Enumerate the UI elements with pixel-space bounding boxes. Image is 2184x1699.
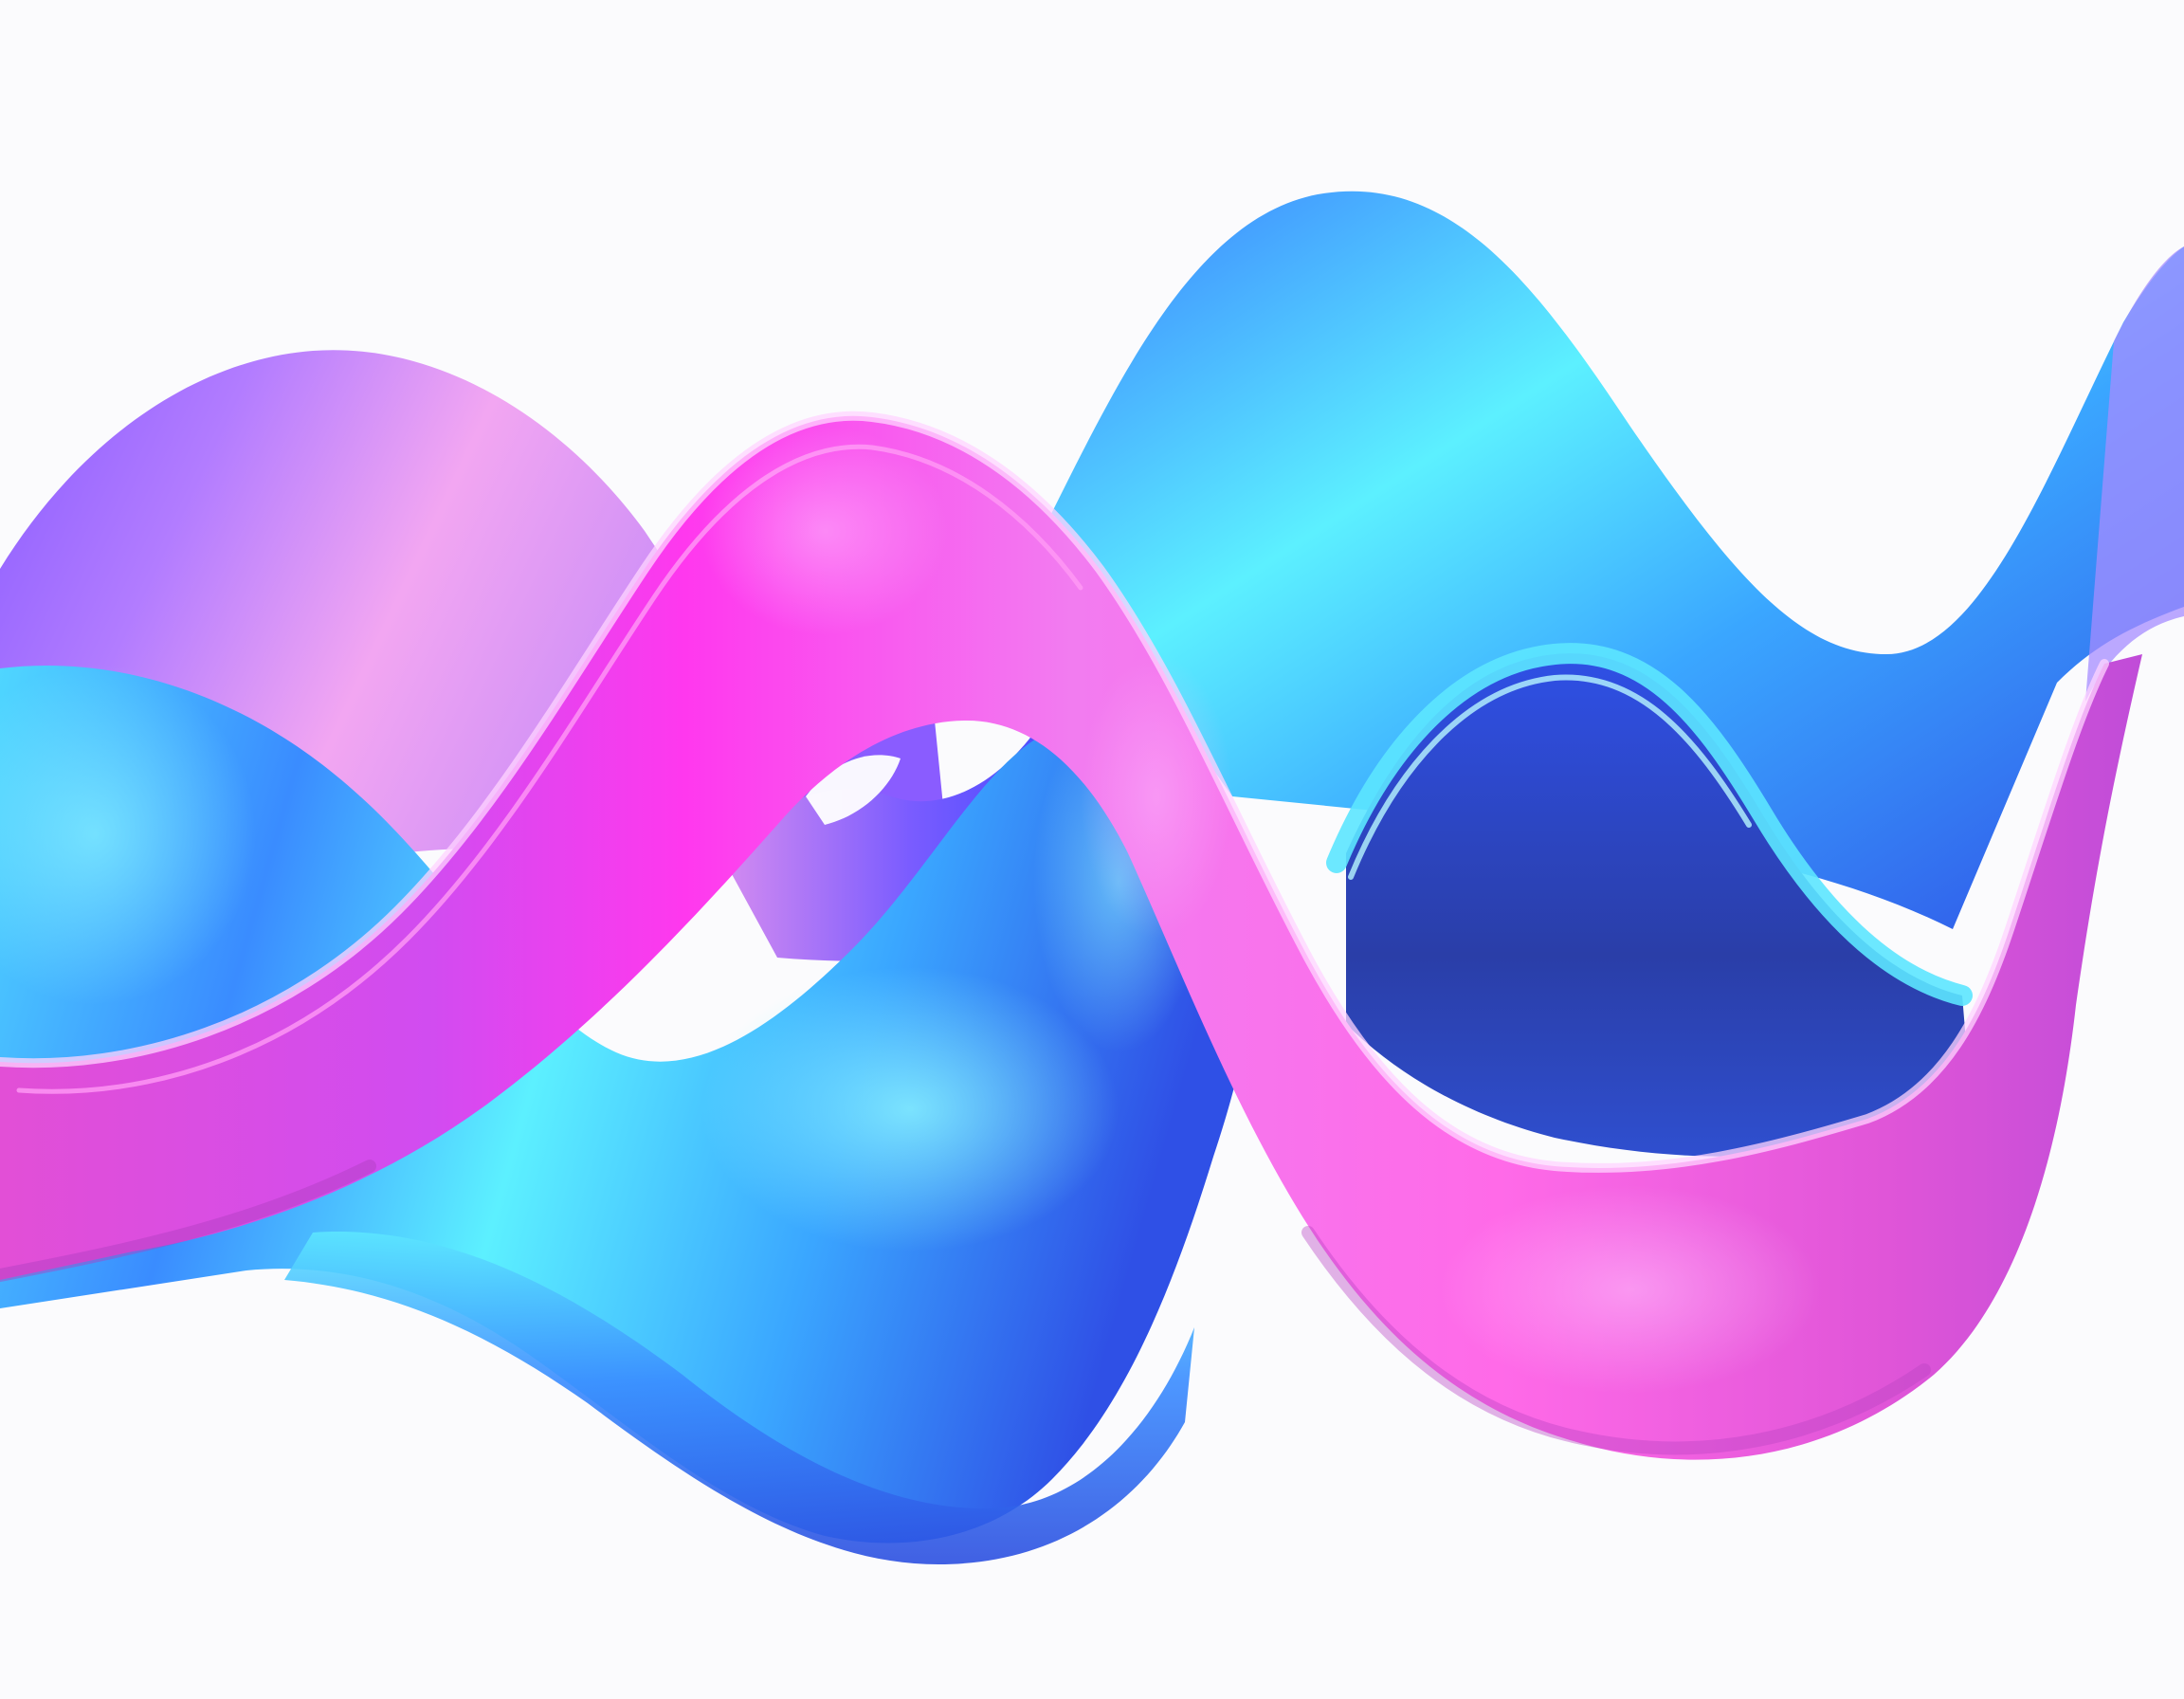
- blue-body-wave: [0, 665, 1253, 1544]
- magenta-lower-edge: [0, 1160, 376, 1282]
- right-blue-wave: [1043, 191, 2184, 929]
- blue-bottom-lobe: [284, 1232, 1194, 1564]
- hollow-cyan-rim: [1326, 643, 1973, 1006]
- deep-blue-hollow: [1346, 653, 1972, 1157]
- right-edge-strip: [2085, 247, 2184, 702]
